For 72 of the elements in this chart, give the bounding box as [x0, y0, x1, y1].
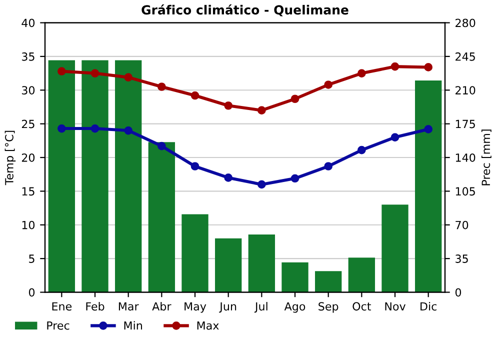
bar [348, 258, 375, 292]
point [258, 180, 266, 189]
x-tick-label: Oct [352, 302, 372, 311]
point [290, 174, 300, 183]
x-tick-label: Feb [86, 302, 104, 311]
y2-tick-label: 70 [456, 220, 468, 230]
y-tick-label: 25 [22, 120, 34, 128]
bar [382, 204, 408, 292]
y-axis-title: Temp [°C] [4, 130, 16, 186]
point [324, 80, 332, 89]
y2-tick-label: 35 [456, 254, 468, 263]
y2-tick-label: 140 [456, 153, 476, 162]
point [224, 174, 232, 182]
y2-tick-label: 280 [456, 18, 476, 28]
legend-label: Prec [47, 321, 70, 330]
point [158, 82, 166, 91]
point [290, 94, 300, 104]
bar [315, 271, 342, 292]
bar [48, 60, 75, 292]
y-tick-label: 10 [22, 220, 35, 230]
y-tick-label: 30 [22, 86, 35, 95]
legend-label: Max [197, 321, 219, 330]
x-tick-label: Sep [318, 302, 338, 313]
point [190, 91, 200, 100]
y-tick-label: 20 [22, 153, 35, 162]
x-tick-label: Dic [420, 302, 437, 311]
point [58, 124, 66, 133]
point [324, 162, 332, 170]
bar [115, 60, 142, 292]
bar [215, 238, 242, 292]
y-tick-label: 15 [22, 187, 34, 196]
bar [415, 80, 442, 292]
chart-title: Gráfico climático - Quelimane [142, 4, 348, 16]
point [158, 142, 166, 150]
point [90, 124, 100, 133]
y-tick-label: 0 [28, 288, 35, 297]
point [124, 73, 132, 82]
x-tick-label: Ene [52, 302, 72, 311]
y-tick-label: 40 [22, 18, 35, 28]
x-tick-label: Ago [284, 302, 306, 313]
point [190, 162, 200, 170]
bar [182, 214, 208, 292]
x-tick-label: Jun [219, 302, 236, 313]
legend-label: Min [124, 321, 142, 330]
point [358, 146, 366, 154]
x-tick-label: Mar [118, 302, 139, 311]
point [390, 133, 400, 142]
y2-tick-label: 0 [455, 288, 462, 297]
bar [82, 60, 108, 292]
point [424, 125, 432, 134]
point [258, 106, 266, 115]
bar [148, 142, 175, 292]
point [424, 63, 432, 72]
y2-axis-title: Prec [mm] [481, 130, 492, 186]
bar [248, 234, 275, 292]
x-tick-label: Abr [152, 302, 172, 311]
x-tick-label: Nov [385, 302, 406, 311]
y2-tick-label: 245 [456, 52, 475, 61]
point [90, 69, 100, 78]
y2-tick-label: 175 [456, 120, 475, 128]
x-tick-label: May [184, 302, 206, 313]
y-tick-label: 35 [22, 52, 34, 61]
y2-tick-label: 210 [456, 86, 476, 95]
point [390, 62, 400, 71]
point [224, 101, 232, 110]
point [58, 67, 66, 76]
x-tick-label: Jul [254, 302, 268, 313]
point [124, 126, 132, 135]
point [358, 69, 366, 78]
bar [282, 262, 308, 292]
y2-tick-label: 105 [456, 187, 475, 196]
y-tick-label: 5 [29, 254, 34, 263]
